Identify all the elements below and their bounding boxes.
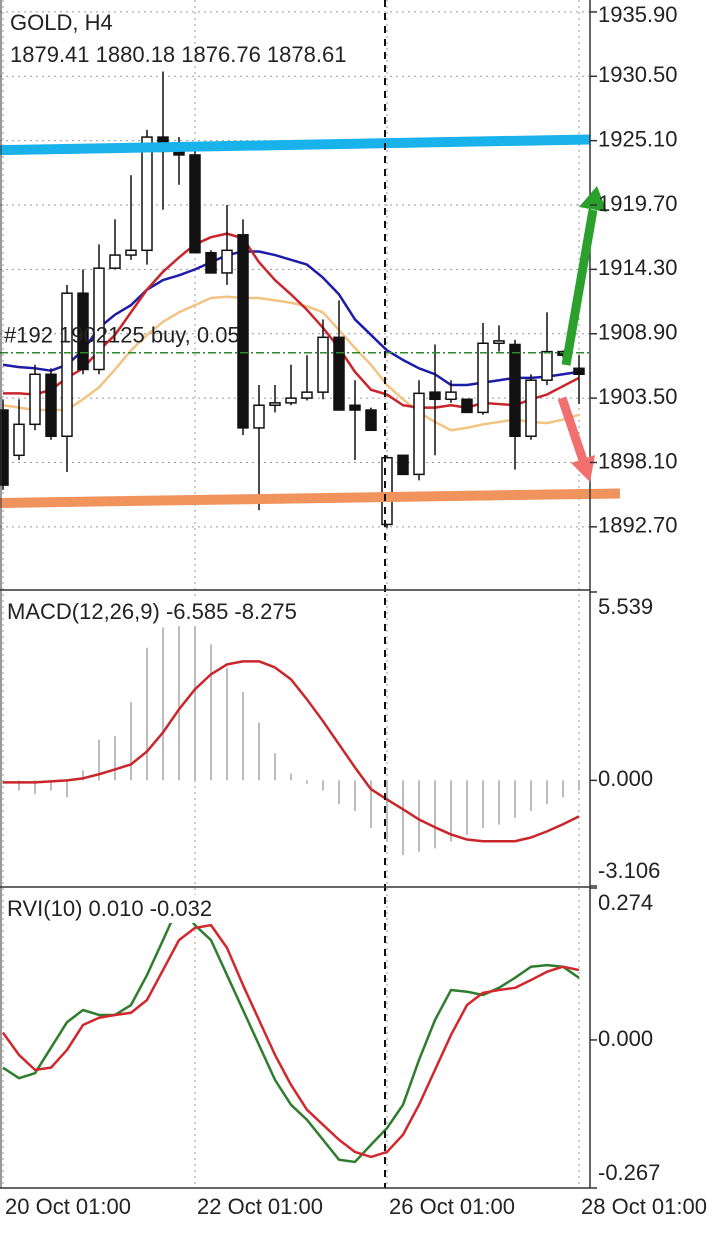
- candle-body: [445, 391, 457, 401]
- candle-body: [221, 249, 233, 274]
- trend-line: [0, 134, 591, 156]
- candle-body: [45, 373, 57, 437]
- y-tick-label: 1914.30: [598, 255, 678, 280]
- y-tick-label: 0.274: [598, 890, 653, 915]
- plot-area: #192 1902125 buy, 0.05: [0, 0, 621, 1188]
- labels: 1935.90 1930.50 1925.10 1919.70 1914.30 1908.…: [5, 2, 707, 1219]
- indicator-title: RVI(10) 0.010 -0.032: [7, 896, 212, 921]
- x-tick-label: 28 Oct 01:00: [581, 1194, 707, 1219]
- title-background: [4, 895, 242, 923]
- up-arrow: [561, 209, 598, 366]
- indicator-line: [3, 660, 580, 843]
- up-arrow-head: [579, 186, 607, 212]
- candle-body: [77, 292, 89, 371]
- candle-body: [429, 391, 441, 401]
- candle-body: [189, 154, 201, 254]
- candle-body: [461, 398, 473, 414]
- candle-body: [349, 404, 361, 411]
- trade-label: #192 1902125 buy, 0.05: [4, 323, 240, 348]
- down-arrow-head: [571, 455, 595, 482]
- down-arrow: [557, 396, 588, 462]
- candle-body: [93, 267, 105, 371]
- title-background: [4, 598, 334, 626]
- y-tick-label: 1930.50: [598, 62, 678, 87]
- candle-body: [573, 367, 585, 376]
- candle-body: [541, 350, 553, 381]
- candle-body: [269, 402, 281, 407]
- candle-body: [125, 249, 137, 256]
- indicator-line: [2, 903, 580, 1164]
- candle-body: [237, 234, 249, 429]
- y-tick-label: 5.539: [598, 594, 653, 619]
- candle-body: [109, 254, 121, 269]
- y-tick-label: 1903.50: [598, 384, 678, 409]
- candle-body: [285, 397, 297, 404]
- candle-body: [13, 423, 25, 457]
- indicator-title: MACD(12,26,9) -6.585 -8.275: [7, 599, 297, 624]
- candle-body: [141, 136, 153, 252]
- candle-body: [365, 409, 377, 432]
- y-tick-label: 1919.70: [598, 191, 678, 216]
- y-tick-label: -0.267: [598, 1160, 660, 1185]
- y-tick-label: 1898.10: [598, 448, 678, 473]
- x-tick-label: 22 Oct 01:00: [197, 1194, 323, 1219]
- candle-body: [381, 456, 393, 526]
- trend-line: [0, 488, 621, 508]
- y-tick-label: -3.106: [598, 858, 660, 883]
- chart-subtitle: 1879.41 1880.18 1876.76 1878.61: [10, 42, 346, 67]
- y-tick-label: 1935.90: [598, 2, 678, 27]
- y-tick-label: 0.000: [598, 766, 653, 791]
- candle-body: [493, 340, 505, 345]
- candle-body: [525, 379, 537, 437]
- candle-body: [205, 251, 217, 274]
- indicator-line: [1, 923, 580, 1159]
- candle-body: [0, 409, 9, 486]
- y-tick-label: 1892.70: [598, 513, 678, 538]
- y-tick-label: 1908.90: [598, 320, 678, 345]
- candle-body: [29, 373, 41, 426]
- candle-body: [317, 336, 329, 393]
- x-tick-label: 20 Oct 01:00: [5, 1194, 131, 1219]
- y-tick-label: 0.000: [598, 1026, 653, 1051]
- x-tick-label: 26 Oct 01:00: [389, 1194, 515, 1219]
- candle-body: [333, 336, 345, 411]
- candle-body: [253, 404, 265, 429]
- marks: #192 1902125 buy, 0.05: [0, 71, 621, 1164]
- candle-body: [477, 342, 489, 414]
- candle-body: [413, 392, 425, 476]
- candle-body: [397, 454, 409, 476]
- candle-body: [509, 343, 521, 437]
- candle-body: [61, 292, 73, 437]
- candle-body: [301, 391, 313, 399]
- y-tick-label: 1925.10: [598, 126, 678, 151]
- indicator-line: [2, 295, 580, 432]
- chart-title: GOLD, H4: [10, 10, 113, 35]
